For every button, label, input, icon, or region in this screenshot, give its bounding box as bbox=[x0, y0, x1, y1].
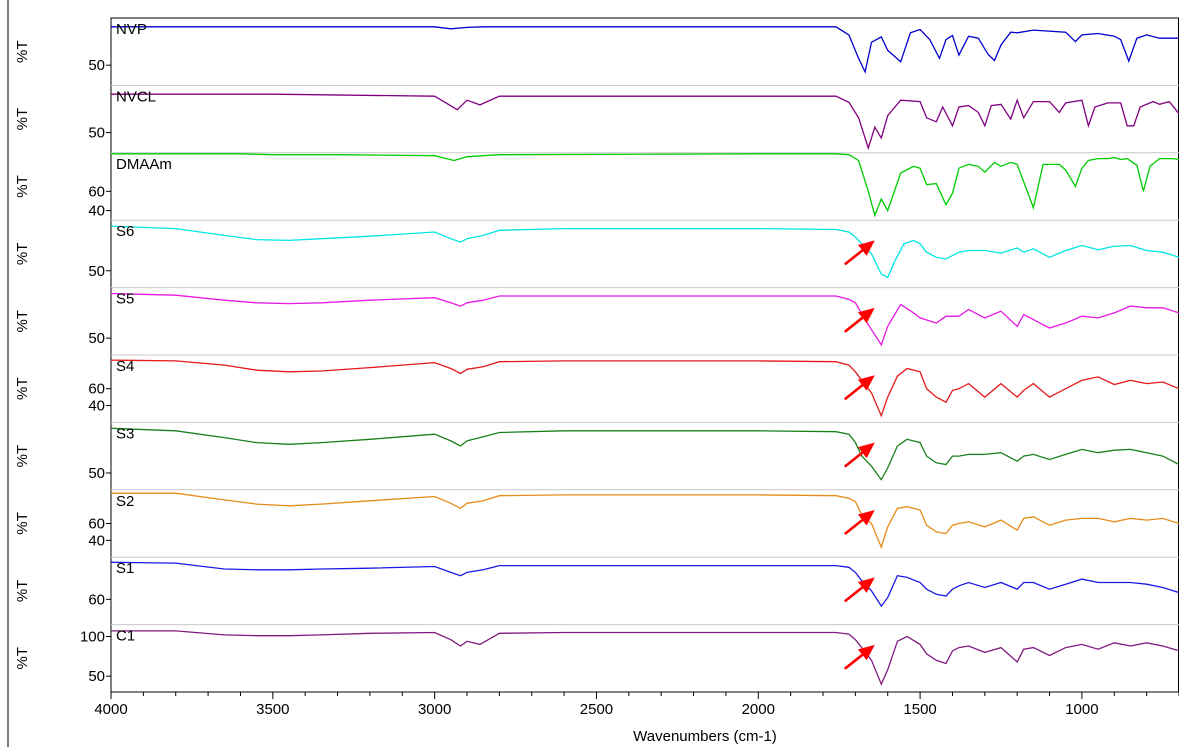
spectrum-line-s6 bbox=[110, 225, 1179, 279]
spectrum-line-s1 bbox=[110, 561, 1179, 608]
y-axis-label: %T bbox=[14, 40, 31, 63]
series-label: S5 bbox=[116, 291, 134, 308]
x-tick-label: 3000 bbox=[418, 701, 451, 718]
spectrum-line-dmaam bbox=[111, 153, 1179, 218]
y-axis-label: %T bbox=[14, 108, 31, 131]
series-label: S3 bbox=[116, 425, 134, 442]
x-axis-label: Wavenumbers (cm-1) bbox=[633, 728, 777, 745]
y-tick-label: 60 bbox=[88, 516, 105, 533]
x-tick-label: 2000 bbox=[742, 701, 775, 718]
x-tick-label: 3500 bbox=[256, 701, 289, 718]
y-tick-label: 50 bbox=[88, 330, 105, 347]
annotation-arrow-head bbox=[857, 442, 875, 459]
y-tick-label: 100 bbox=[80, 628, 105, 645]
y-tick-label: 60 bbox=[88, 591, 105, 608]
annotation-arrow-head bbox=[857, 577, 875, 593]
spectrum-line-nvcl bbox=[111, 93, 1179, 151]
spectrum-line-s3 bbox=[110, 427, 1179, 481]
x-tick-label: 2500 bbox=[580, 701, 613, 718]
y-axis-label: %T bbox=[14, 310, 31, 333]
y-tick-label: 40 bbox=[88, 398, 105, 415]
series-label: NVCL bbox=[116, 88, 156, 105]
spectrum-line-s2 bbox=[111, 492, 1179, 549]
annotation-arrow-head bbox=[857, 510, 875, 526]
y-axis-label: %T bbox=[14, 175, 31, 198]
series-label: DMAAm bbox=[116, 156, 172, 173]
series-label: S2 bbox=[116, 493, 134, 510]
spectrum-line-s4 bbox=[110, 359, 1179, 418]
y-tick-label: 60 bbox=[88, 183, 105, 200]
y-tick-label: 60 bbox=[88, 381, 105, 398]
series-label: C1 bbox=[116, 628, 135, 645]
y-tick-label: 40 bbox=[88, 532, 105, 549]
annotation-arrow-head bbox=[857, 375, 875, 391]
y-tick-label: 40 bbox=[88, 203, 105, 220]
y-tick-label: 50 bbox=[88, 668, 105, 685]
series-label: NVP bbox=[116, 21, 147, 38]
y-axis-label: %T bbox=[14, 647, 31, 670]
annotation-arrow-head bbox=[857, 307, 875, 324]
y-tick-label: 50 bbox=[88, 57, 105, 74]
y-axis-label: %T bbox=[14, 377, 31, 400]
y-axis-label: %T bbox=[14, 243, 31, 266]
series-label: S6 bbox=[116, 223, 134, 240]
x-tick-label: 4000 bbox=[94, 701, 127, 718]
series-label: S4 bbox=[116, 358, 134, 375]
spectrum-line-nvp bbox=[111, 26, 1179, 74]
spectrum-line-c1 bbox=[111, 630, 1179, 686]
spectrum-line-s5 bbox=[110, 292, 1179, 347]
annotation-arrow-head bbox=[857, 644, 875, 661]
y-tick-label: 50 bbox=[88, 125, 105, 142]
y-tick-label: 50 bbox=[88, 263, 105, 280]
y-tick-label: 50 bbox=[88, 465, 105, 482]
series-label: S1 bbox=[116, 560, 134, 577]
y-axis-label: %T bbox=[14, 512, 31, 535]
y-axis-label: %T bbox=[14, 580, 31, 603]
annotation-arrow-head bbox=[857, 240, 875, 256]
x-tick-label: 1500 bbox=[903, 701, 936, 718]
y-axis-label: %T bbox=[14, 445, 31, 468]
x-tick-label: 1000 bbox=[1065, 701, 1098, 718]
